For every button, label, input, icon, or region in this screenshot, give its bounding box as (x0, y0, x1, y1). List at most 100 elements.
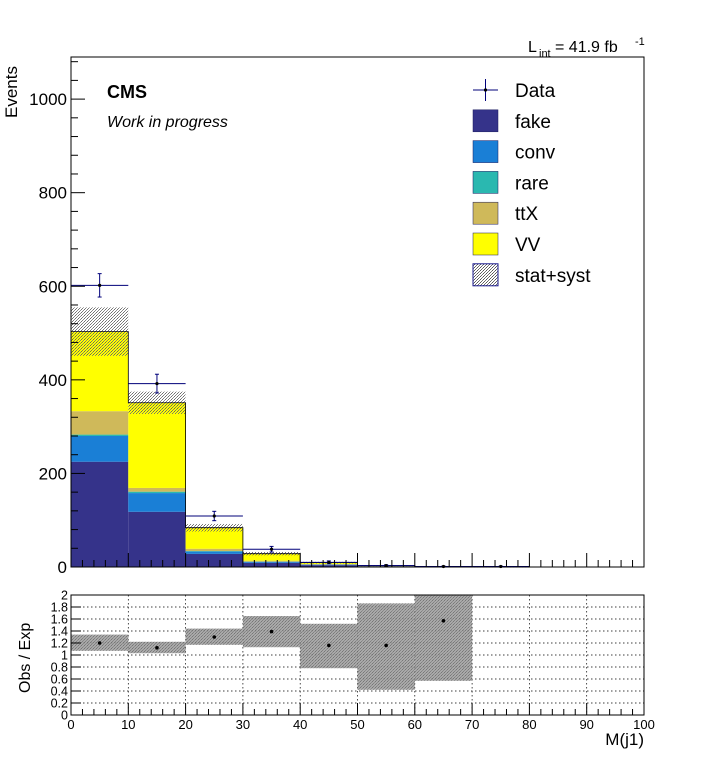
bar-ttx-bin-1 (128, 487, 186, 492)
bar-conv-bin-1 (128, 493, 186, 512)
ratio-uncertainty-band (71, 595, 473, 690)
data-point-4 (300, 560, 358, 565)
ratio-x-ticks: 0 10 20 30 40 50 60 70 80 90 100 (67, 703, 655, 732)
legend-label: rare (515, 173, 549, 194)
ratio-y-tick-label: 0.4 (51, 685, 68, 699)
legend-label: Data (515, 81, 556, 102)
ratio-y-tick-label: 1 (61, 649, 68, 663)
legend-entry-rare: rare (472, 171, 549, 194)
y-tick-label: 0 (58, 558, 67, 577)
x-tick-label: 30 (236, 717, 250, 732)
ratio-y-tick-label: 0 (61, 709, 68, 723)
legend-entry-conv: conv (472, 140, 556, 164)
legend-entry-fake: fake (472, 109, 551, 133)
ratio-plot-panel: 0 10 20 30 40 50 60 70 80 90 100 00.20.40.60.811.2… (17, 589, 655, 750)
x-tick-label: 40 (293, 717, 307, 732)
lumi-label: L int = 41.9 fb -1 (528, 36, 645, 60)
main-x-ticks (70, 553, 645, 567)
bar-fake-bin-4 (300, 565, 358, 567)
y-tick-label: 400 (39, 371, 67, 390)
main-y-ticks: 0 200 400 600 800 1000 (29, 61, 85, 577)
y-tick-label: 800 (39, 184, 67, 203)
ratio-point (212, 635, 217, 639)
ratio-point (155, 646, 159, 650)
bar-fake-bin-1 (128, 511, 186, 567)
ratio-point (269, 629, 274, 634)
data-point-0 (71, 273, 129, 298)
x-tick-label: 50 (350, 717, 364, 732)
ratio-point (441, 619, 446, 623)
legend-data-marker (483, 88, 488, 92)
ratio-y-tick-label: 0.2 (51, 697, 68, 711)
data-marker (269, 547, 274, 551)
ratio-y-tick-label: 2 (61, 589, 68, 603)
x-tick-label: 20 (178, 717, 192, 732)
bar-ttx-bin-3 (242, 560, 301, 562)
legend-swatch-hatch (472, 263, 499, 287)
lumi-subscript: int (539, 48, 551, 60)
ratio-grid (71, 595, 644, 715)
y-tick-label: 600 (39, 277, 67, 296)
ratio-point (327, 643, 331, 648)
bar-ttx-bin-2 (185, 548, 243, 552)
ratio-y-tick-label: 1.2 (51, 637, 68, 651)
ratio-y-tick-label: 1.6 (51, 613, 68, 627)
legend-label: VV (515, 235, 541, 256)
ratio-y-tick-label: 1.8 (51, 601, 68, 615)
x-axis-title: M(j1) (605, 730, 644, 749)
legend-label: ttX (515, 204, 539, 225)
bar-rare-bin-1 (128, 491, 186, 494)
ratio-y-axis-title: Obs / Exp (17, 623, 34, 693)
data-point-3 (242, 545, 301, 553)
lumi-symbol: L (528, 39, 537, 56)
lumi-value: = 41.9 fb (555, 39, 618, 56)
x-tick-label: 80 (522, 717, 536, 732)
legend-label: fake (515, 112, 551, 133)
x-tick-label: 100 (633, 717, 655, 732)
x-tick-label: 10 (121, 717, 135, 732)
stacked-bars (71, 331, 473, 567)
legend-label: stat+syst (515, 266, 591, 287)
bar-conv-bin-3 (242, 561, 301, 563)
lumi-superscript: -1 (635, 36, 645, 48)
cms-sublabel: Work in progress (107, 114, 228, 131)
bar-conv-bin-2 (185, 551, 243, 554)
ratio-y-ticks: 00.20.40.60.811.21.41.61.82 (51, 589, 81, 723)
legend: Data fake conv rare ttX VV stat+syst (472, 79, 591, 287)
data-marker (155, 381, 159, 386)
ratio-y-tick-label: 0.8 (51, 661, 68, 675)
legend-entry-data: Data (473, 79, 556, 102)
y-tick-label: 200 (39, 464, 67, 483)
ratio-point (384, 643, 388, 648)
x-tick-label: 0 (67, 717, 74, 732)
data-point-1 (128, 373, 186, 394)
bar-fake-bin-0 (71, 461, 129, 567)
ratio-y-tick-label: 1.4 (51, 625, 68, 639)
y-tick-label: 1000 (29, 90, 67, 109)
legend-swatch-fake (472, 109, 499, 133)
ratio-point (97, 641, 102, 645)
legend-swatch-ttx (472, 201, 499, 225)
bar-vv-bin-3 (242, 553, 301, 561)
y-axis-title: Events (2, 66, 21, 118)
data-point-2 (185, 510, 243, 522)
legend-label: conv (515, 143, 556, 164)
legend-entry-ttx: ttX (472, 201, 539, 225)
bar-fake-bin-2 (185, 553, 243, 567)
ratio-points (97, 619, 446, 650)
bar-vv-bin-1 (128, 402, 186, 488)
data-marker (327, 560, 331, 564)
data-marker (98, 283, 102, 287)
legend-entry-stat-syst: stat+syst (472, 263, 591, 287)
bar-vv-bin-2 (185, 527, 243, 549)
bar-rare-bin-0 (71, 434, 129, 436)
data-point-5 (357, 563, 415, 568)
legend-swatch-vv (472, 232, 499, 256)
data-marker (384, 563, 388, 568)
bar-conv-bin-0 (71, 435, 129, 462)
ratio-band-hatch-6 (414, 595, 473, 681)
ratio-y-tick-label: 0.6 (51, 673, 68, 687)
data-marker (212, 514, 216, 518)
legend-swatch-conv (472, 140, 499, 163)
